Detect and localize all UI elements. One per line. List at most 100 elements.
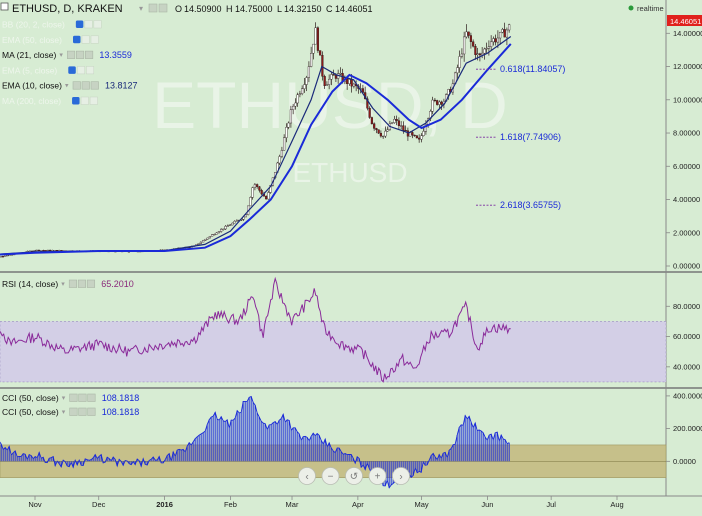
rsi-legend-value: 65.2010 — [101, 279, 134, 289]
indicator-settings-icon[interactable] — [81, 35, 90, 44]
indicator-remove-icon[interactable] — [86, 66, 95, 75]
cci-visibility-icon[interactable] — [69, 407, 78, 416]
cci-dropdown-icon[interactable]: ▾ — [62, 409, 66, 416]
close-value: 14.46051 — [335, 4, 373, 14]
indicator-remove-icon[interactable] — [93, 20, 102, 29]
candle-body — [382, 135, 385, 138]
scroll-left-button[interactable]: ‹ — [298, 467, 316, 485]
rsi-settings-icon[interactable] — [77, 279, 87, 288]
candle-body — [307, 66, 311, 78]
indicator-visibility-icon[interactable] — [68, 66, 76, 74]
indicator-legend-label[interactable]: EMA (5, close) — [2, 65, 57, 75]
cci-settings-icon[interactable] — [78, 407, 87, 416]
candle-body — [283, 137, 286, 151]
indicator-settings-icon[interactable] — [77, 66, 86, 75]
indicator-settings-icon[interactable] — [76, 50, 85, 59]
symbol-settings-icon[interactable] — [148, 3, 158, 13]
candle-body — [348, 79, 351, 84]
candle-body — [312, 43, 315, 54]
indicator-settings-icon[interactable] — [80, 96, 89, 105]
symbol-title[interactable]: ETHUSD, D, KRAKEN — [12, 3, 123, 15]
candle-body — [400, 125, 403, 127]
fib-level-label: 2.618(3.65755) — [500, 200, 561, 210]
candle-body — [294, 102, 297, 107]
candle-body — [384, 130, 387, 137]
symbol-checkbox[interactable] — [0, 2, 9, 11]
candle-body — [231, 222, 234, 226]
rsi-dropdown-icon[interactable]: ▾ — [61, 281, 65, 288]
indicator-visibility-icon[interactable] — [67, 50, 76, 59]
rsi-visibility-icon[interactable] — [68, 279, 78, 288]
indicator-settings-icon[interactable] — [81, 81, 90, 90]
indicator-dropdown-icon[interactable]: ▾ — [65, 83, 69, 90]
indicator-legend-label[interactable]: BB (20, 2, close) — [2, 20, 65, 30]
scroll-right-button[interactable]: › — [392, 467, 410, 485]
zoom-out-button[interactable]: − — [321, 467, 340, 485]
indicator-remove-icon[interactable] — [85, 50, 94, 59]
indicator-dropdown-icon[interactable]: ▾ — [59, 52, 63, 59]
zoom-out-glyph: − — [328, 472, 334, 483]
indicator-legend-label[interactable]: EMA (50, close) — [2, 35, 62, 45]
cci-visibility-icon[interactable] — [69, 393, 78, 402]
candle-body — [49, 249, 52, 252]
cci-remove-icon[interactable] — [87, 407, 96, 416]
indicator-remove-icon[interactable] — [89, 96, 98, 105]
candle-body — [373, 123, 376, 129]
candle-body — [420, 135, 423, 140]
indicator-legend-label[interactable]: EMA (10, close) — [2, 81, 62, 91]
candle-body — [301, 88, 304, 94]
reset-chart-button[interactable]: ↺ — [345, 467, 363, 485]
candle-body — [53, 250, 56, 252]
fib-level-label: 0.618(11.84057) — [500, 64, 565, 74]
watermark-symbol-small: ETHUSD — [292, 157, 407, 188]
candle-body — [505, 29, 509, 38]
candle-body — [292, 105, 295, 110]
candle-body — [4, 255, 7, 257]
rsi-remove-icon[interactable] — [86, 279, 96, 288]
candle-body — [483, 48, 486, 54]
cci-dropdown-icon[interactable]: ▾ — [62, 395, 66, 402]
cci-remove-icon[interactable] — [87, 393, 96, 402]
candle-body — [370, 117, 374, 124]
candle-body — [330, 74, 333, 80]
symbol-dropdown-icon[interactable]: ▾ — [139, 4, 143, 13]
cci-series-layer — [0, 395, 666, 489]
indicator-remove-icon[interactable] — [90, 81, 99, 90]
price-axis-label: 12.00000 — [673, 62, 702, 71]
candle-body — [46, 249, 50, 252]
symbol-settings-icon[interactable] — [158, 3, 168, 13]
candle-body — [415, 135, 419, 139]
candle-body — [424, 124, 428, 132]
zoom-in-glyph: + — [375, 472, 381, 483]
indicator-legend-label[interactable]: MA (21, close) — [2, 50, 56, 60]
candle-body — [251, 187, 254, 198]
candle-body — [492, 38, 495, 43]
time-axis-label: May — [414, 500, 428, 509]
candle-body — [499, 31, 502, 39]
indicator-visibility-icon[interactable] — [72, 81, 81, 90]
cci-legend-label[interactable]: CCI (50, close) — [2, 393, 59, 403]
indicator-visibility-icon[interactable] — [75, 20, 84, 29]
price-axis-label: 14.00000 — [673, 29, 702, 38]
zoom-in-button[interactable]: + — [368, 467, 387, 485]
candle-body — [37, 249, 41, 252]
indicator-visibility-icon[interactable] — [72, 97, 80, 105]
candle-body — [287, 122, 290, 128]
candle-body — [305, 77, 308, 85]
indicator-legend-label[interactable]: MA (200, close) — [2, 96, 61, 106]
price-indicator-legend: BB (20, 2, close) EMA (50, close) MA (21, … — [2, 20, 138, 107]
price-pane[interactable] — [0, 0, 666, 271]
candle-body — [366, 98, 369, 109]
candle-body — [411, 132, 414, 136]
rsi-legend-label[interactable]: RSI (14, close) — [2, 279, 58, 289]
indicator-settings-icon[interactable] — [84, 20, 93, 29]
cci-settings-icon[interactable] — [78, 393, 87, 402]
candle-body — [215, 232, 218, 235]
candle-body — [323, 76, 326, 86]
indicator-visibility-icon[interactable] — [73, 35, 81, 44]
candle-body — [391, 122, 394, 124]
cci-legend-label[interactable]: CCI (50, close) — [2, 407, 59, 417]
indicator-remove-icon[interactable] — [90, 35, 99, 44]
candle-body — [222, 228, 225, 230]
